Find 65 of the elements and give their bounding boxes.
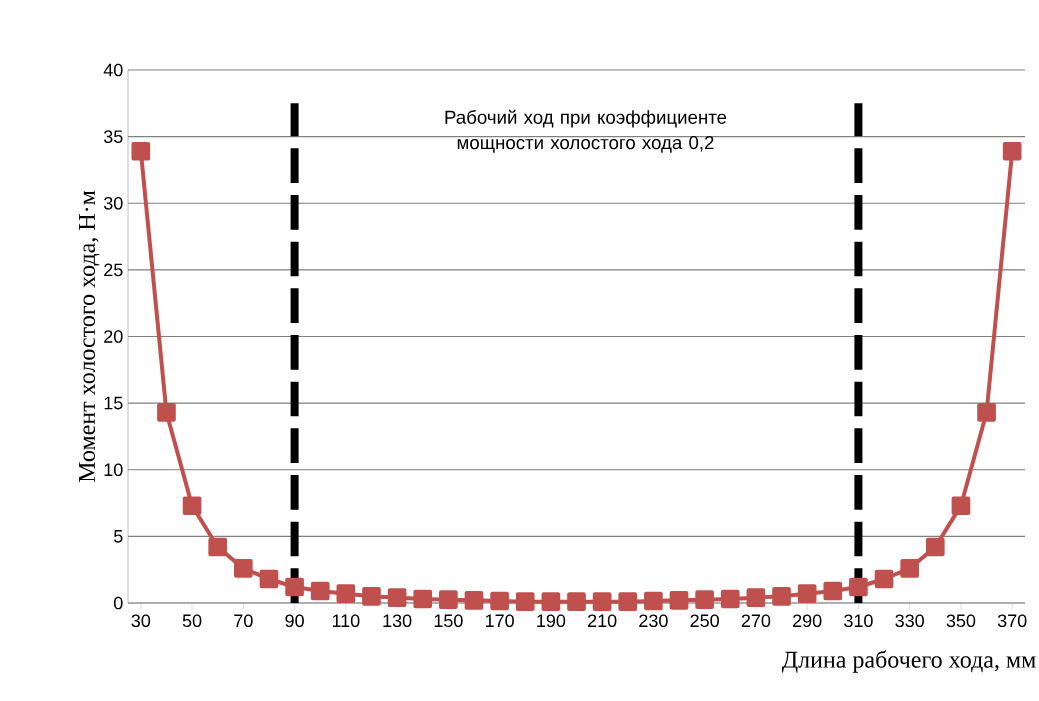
point	[541, 592, 561, 611]
point	[387, 588, 407, 608]
x-tick-label: 350	[946, 614, 976, 628]
point	[977, 403, 996, 422]
x-tick-label: 70	[234, 614, 253, 628]
x-tick-label: 110	[332, 614, 360, 628]
point	[797, 584, 817, 604]
point	[823, 581, 843, 601]
point	[131, 141, 151, 161]
point	[618, 592, 638, 611]
point	[362, 587, 381, 606]
point	[772, 587, 791, 606]
point	[182, 496, 202, 516]
y-tick-label: 25	[104, 263, 123, 277]
y-tick-label: 5	[113, 530, 123, 543]
annotation: Рабочий ход при коэффициенте мощности холостого хода 0,2	[445, 109, 727, 153]
point	[259, 569, 279, 589]
point	[695, 590, 714, 609]
point	[746, 588, 766, 608]
point	[951, 496, 971, 516]
point	[490, 591, 509, 611]
x-tick-label: 130	[383, 614, 412, 628]
y-tick-label: 20	[104, 330, 123, 343]
point	[464, 591, 484, 610]
x-tick-label: 50	[182, 614, 202, 628]
x-tick-label: 90	[285, 614, 304, 628]
point	[567, 592, 586, 611]
point	[925, 537, 945, 557]
point	[592, 592, 612, 611]
x-tick-label: 170	[485, 614, 514, 628]
x-tick-label: 190	[537, 614, 566, 628]
x-tick-label: 30	[131, 614, 151, 628]
y-tick-label: 35	[103, 130, 123, 143]
point	[413, 589, 433, 609]
point	[874, 569, 894, 589]
x-tick-label: 210	[588, 614, 617, 628]
point	[439, 590, 458, 609]
point	[157, 403, 176, 422]
x-tick-label: 290	[793, 614, 822, 628]
point	[849, 577, 868, 597]
x-tick-label: 250	[690, 614, 719, 628]
y-tick-label: 40	[103, 63, 123, 77]
x-tick-label: 310	[844, 614, 873, 628]
point	[900, 559, 920, 578]
x-axis-title: Длина рабочего хода, мм	[781, 650, 1036, 673]
y-axis-title: Момент холостого хода, Н·м	[79, 190, 100, 483]
point	[515, 592, 535, 611]
point	[720, 589, 740, 609]
point	[644, 591, 663, 611]
point	[208, 537, 228, 557]
y-tick-label: 0	[113, 596, 123, 610]
point	[669, 591, 689, 610]
point	[234, 559, 253, 578]
point	[1002, 141, 1022, 161]
y-tick-label: 15	[104, 396, 123, 410]
point	[310, 581, 330, 601]
x-tick-label: 370	[997, 614, 1027, 628]
y-tick-label: 30	[103, 196, 123, 210]
x-tick-label: 230	[639, 614, 668, 628]
y-tick-label: 10	[104, 463, 123, 477]
x-tick-label: 150	[434, 614, 463, 628]
point	[336, 584, 356, 604]
point	[285, 577, 304, 597]
x-tick-label: 330	[895, 614, 924, 628]
x-tick-label: 270	[741, 614, 771, 628]
